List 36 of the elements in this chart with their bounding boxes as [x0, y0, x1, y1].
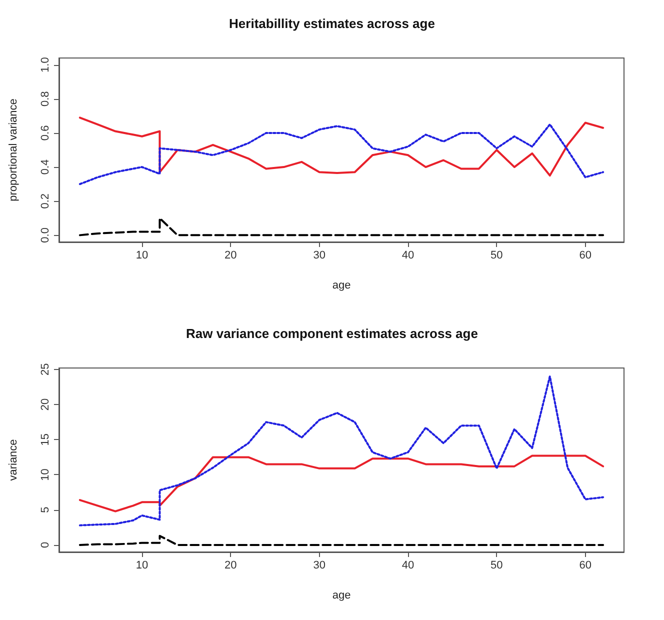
x-tick-label: 60 — [579, 250, 592, 262]
y-tick-label: 0.8 — [40, 91, 52, 107]
y-tick-label: 10 — [40, 468, 52, 481]
x-tick-label: 10 — [136, 560, 148, 572]
y-tick-label: 1.0 — [40, 57, 52, 72]
y-tick-label: 25 — [40, 363, 52, 376]
x-tick-label: 40 — [402, 560, 414, 572]
y-axis-title: proportional variance — [8, 98, 20, 202]
line-series — [78, 123, 604, 186]
chart-title: Heritabillity estimates across age — [229, 16, 435, 31]
x-tick-label: 60 — [579, 560, 592, 572]
y-tick-label: 0.0 — [40, 228, 52, 243]
line-series — [78, 116, 604, 177]
x-tick-label: 30 — [313, 250, 326, 262]
y-tick-label: 0.6 — [40, 125, 52, 141]
y-tick-label: 15 — [40, 434, 52, 446]
y-tick-label: 5 — [40, 506, 52, 513]
y-tick-label: 20 — [40, 398, 52, 411]
x-axis-title: age — [332, 280, 351, 292]
y-axis-title: variance — [8, 439, 20, 481]
x-tick-label: 30 — [313, 560, 326, 572]
chart-title: Raw variance component estimates across age — [186, 326, 478, 341]
x-tick-label: 10 — [136, 250, 148, 262]
line-series — [78, 217, 604, 236]
y-tick-label: 0.4 — [40, 159, 52, 175]
line-series — [78, 534, 604, 546]
line-series — [78, 375, 604, 526]
y-tick-label: 0.2 — [40, 193, 52, 209]
x-tick-label: 50 — [490, 250, 503, 262]
x-tick-label: 50 — [490, 560, 503, 572]
y-tick-label: 0 — [40, 542, 52, 548]
x-axis-title: age — [332, 590, 351, 602]
x-tick-label: 20 — [224, 250, 237, 262]
x-tick-label: 20 — [224, 560, 237, 572]
x-tick-label: 40 — [402, 250, 414, 262]
line-series — [78, 454, 604, 512]
